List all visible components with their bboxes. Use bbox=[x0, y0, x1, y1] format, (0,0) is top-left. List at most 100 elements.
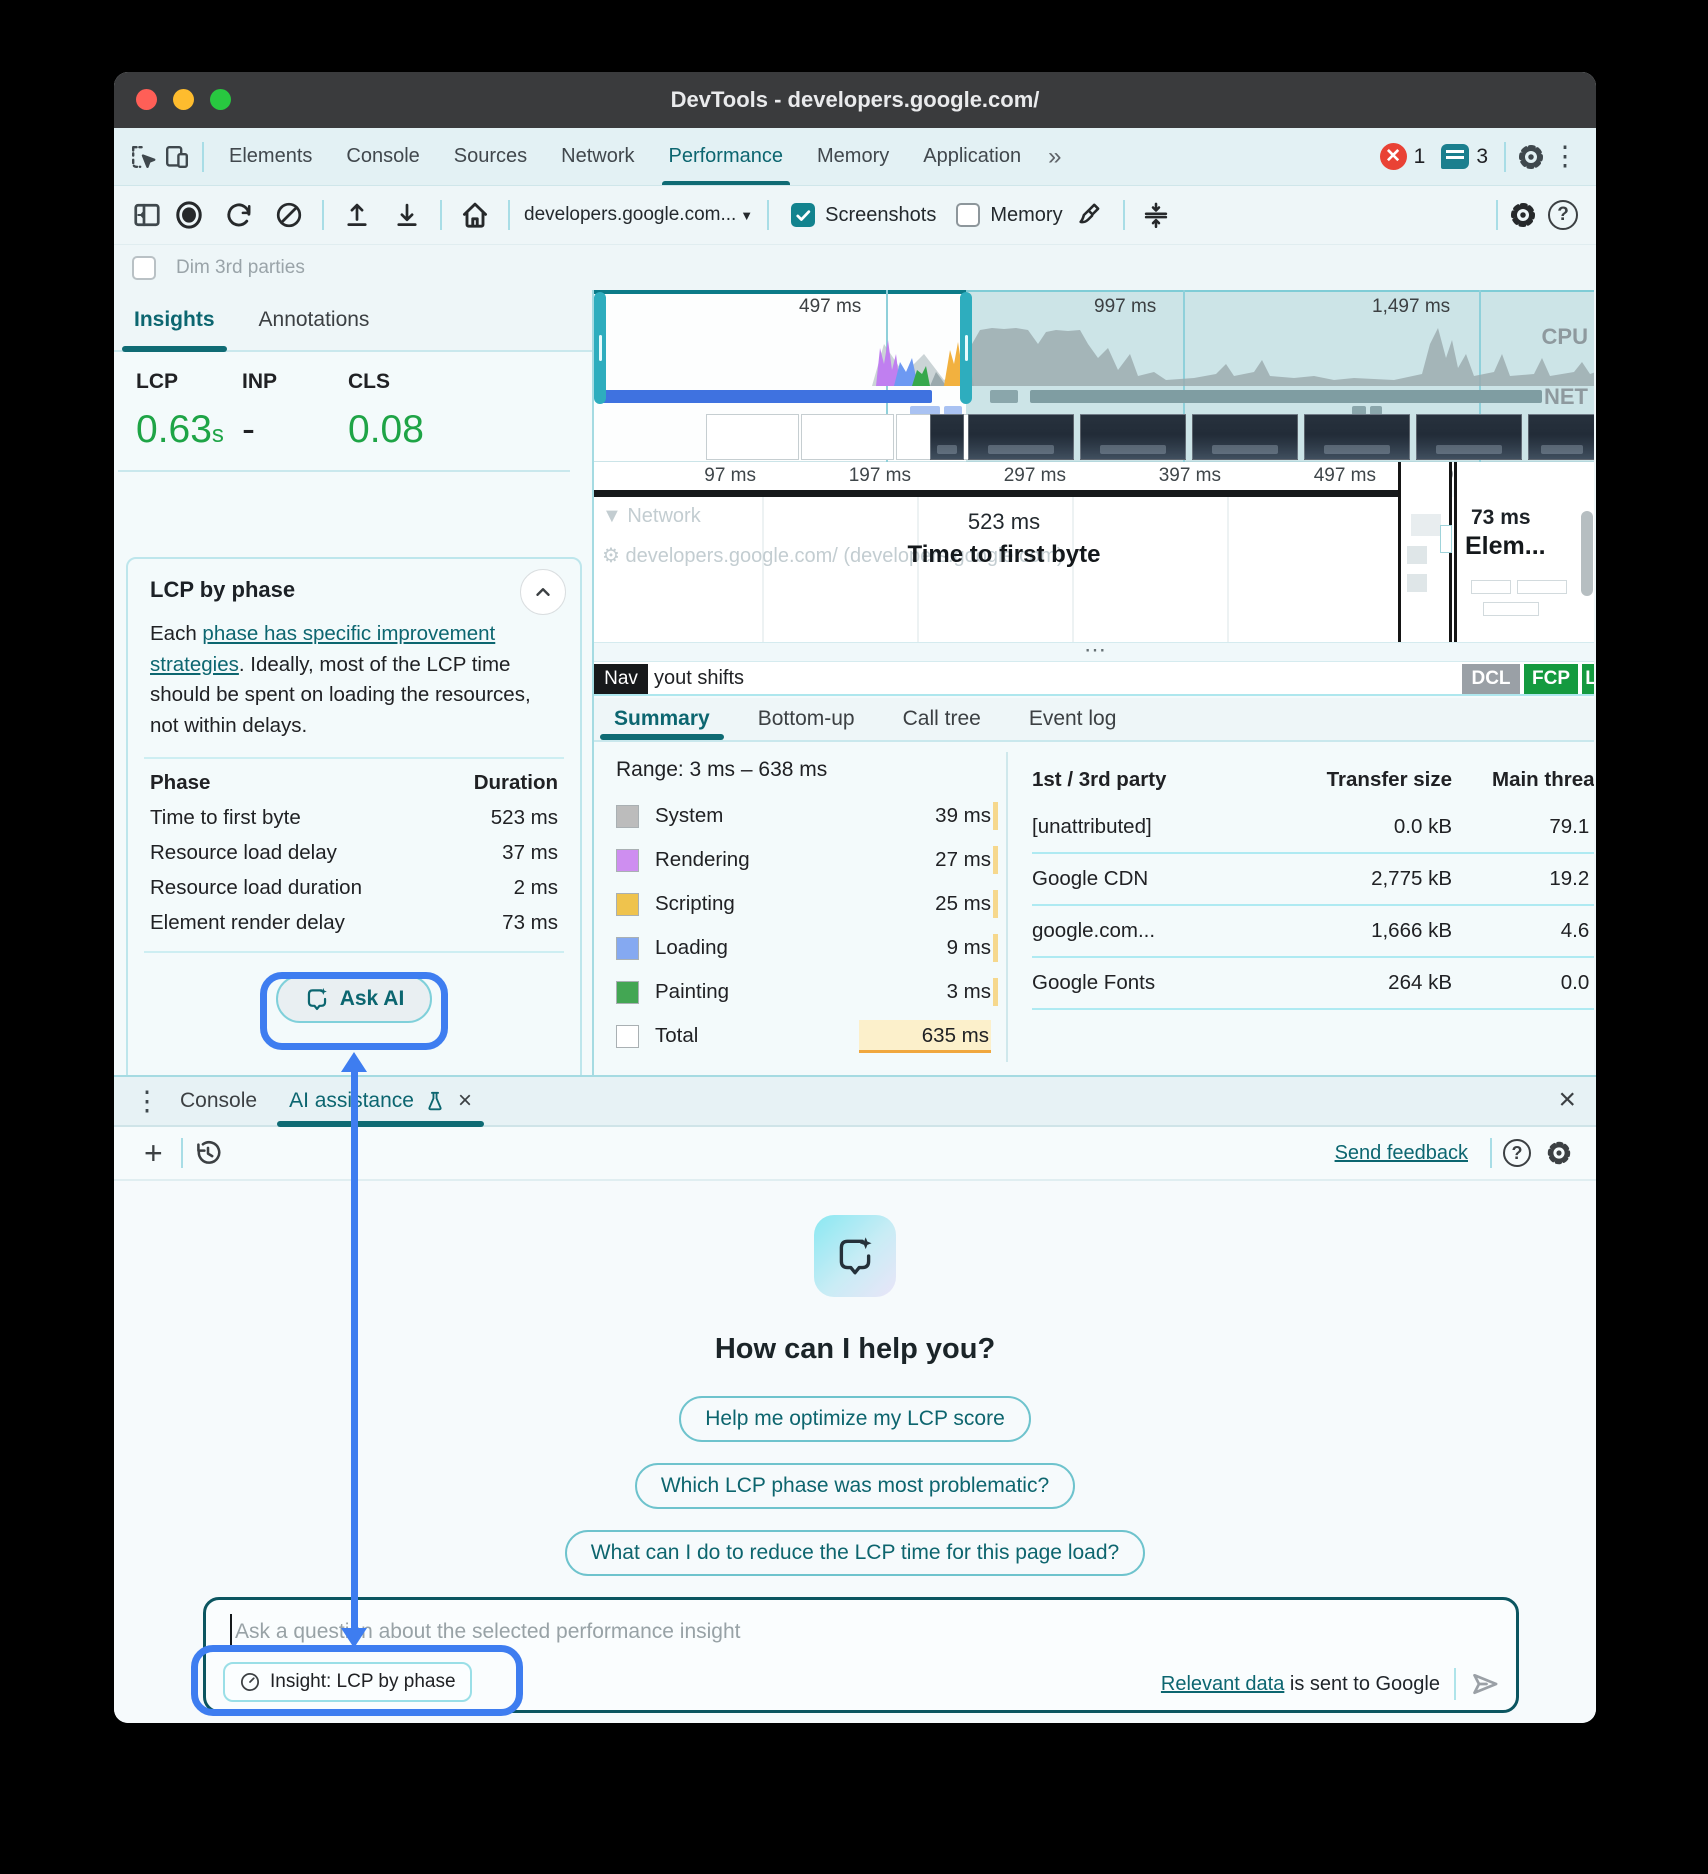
improvement-strategies-link[interactable]: phase has specific improvement strategie… bbox=[150, 622, 496, 676]
tab-performance[interactable]: Performance bbox=[652, 128, 801, 185]
close-drawer-icon[interactable]: × bbox=[1558, 1083, 1576, 1116]
insight-context-chip[interactable]: Insight: LCP by phase bbox=[223, 1662, 472, 1702]
issues-badge[interactable]: 3 bbox=[1441, 144, 1488, 169]
suggestion-chip[interactable]: Which LCP phase was most problematic? bbox=[634, 1463, 1076, 1509]
network-activity-bar bbox=[1030, 390, 1542, 403]
axis-tick: 97 ms bbox=[704, 465, 756, 486]
selection-handle-right[interactable] bbox=[960, 292, 972, 404]
screenshot-thumbnail[interactable] bbox=[1416, 414, 1522, 460]
ai-help-icon[interactable]: ? bbox=[1500, 1136, 1534, 1170]
settings-gear-icon[interactable] bbox=[1514, 140, 1548, 174]
axis-tick: 197 ms bbox=[848, 465, 911, 486]
tab-event-log[interactable]: Event log bbox=[1028, 707, 1117, 730]
screenshot-thumbnail[interactable] bbox=[930, 414, 964, 460]
screenshots-checkbox[interactable] bbox=[791, 203, 816, 227]
network-section-label[interactable]: ▼ Network bbox=[602, 505, 701, 527]
divider bbox=[1496, 200, 1498, 230]
help-icon[interactable]: ? bbox=[1546, 198, 1580, 232]
tab-sources[interactable]: Sources bbox=[453, 145, 528, 167]
screenshot-thumbnail[interactable] bbox=[801, 414, 894, 460]
collapse-card-button[interactable] bbox=[520, 569, 566, 615]
message-icon bbox=[1441, 144, 1470, 169]
col-transfer[interactable]: Transfer size bbox=[1326, 768, 1452, 791]
tab-network[interactable]: Network bbox=[561, 145, 635, 167]
tab-summary[interactable]: Summary bbox=[600, 698, 724, 740]
record-icon[interactable] bbox=[172, 198, 206, 232]
category-value: 39 ms bbox=[935, 804, 991, 827]
table-row[interactable]: [unattributed] 0.0 kB 79.1 m bbox=[1032, 802, 1594, 854]
screenshot-thumbnail[interactable] bbox=[1528, 414, 1594, 460]
dim-3rd-parties-checkbox[interactable] bbox=[132, 255, 156, 280]
minimize-window-button[interactable] bbox=[173, 89, 194, 110]
tab-bottom-up[interactable]: Bottom-up bbox=[757, 707, 855, 730]
screenshot-thumbnail[interactable] bbox=[1304, 414, 1410, 460]
scrollbar-thumb[interactable] bbox=[1581, 511, 1593, 596]
network-track[interactable]: ▼ Network ⚙ developers.google.com/ (deve… bbox=[594, 462, 1594, 642]
dock-side-icon[interactable] bbox=[130, 198, 164, 232]
suggestion-chip[interactable]: What can I do to reduce the LCP time for… bbox=[564, 1530, 1146, 1576]
clear-icon[interactable] bbox=[272, 198, 306, 232]
screenshot-thumbnail[interactable] bbox=[1080, 414, 1186, 460]
relevant-data-link[interactable]: Relevant data bbox=[1160, 1672, 1285, 1695]
download-profile-icon[interactable] bbox=[390, 198, 424, 232]
screenshot-thumbnail[interactable] bbox=[706, 414, 799, 460]
divider bbox=[1006, 752, 1008, 1062]
maximize-window-button[interactable] bbox=[210, 89, 231, 110]
close-window-button[interactable] bbox=[136, 89, 157, 110]
screenshot-thumbnail[interactable] bbox=[1192, 414, 1298, 460]
lcp-marker[interactable]: L bbox=[1582, 664, 1594, 694]
drawer-tab-bar: ⋮ Console AI assistance × × bbox=[114, 1077, 1596, 1127]
ai-settings-gear-icon[interactable] bbox=[1542, 1136, 1576, 1170]
timeline-overview[interactable]: 497 ms 997 ms 1,497 ms CPU NET bbox=[594, 290, 1594, 462]
ai-question-input[interactable] bbox=[230, 1614, 1130, 1650]
upload-profile-icon[interactable] bbox=[340, 198, 374, 232]
divider bbox=[1504, 141, 1506, 172]
table-row[interactable]: Google Fonts 264 kB 0.0 m bbox=[1032, 958, 1594, 1010]
more-tabs-icon[interactable]: » bbox=[1048, 142, 1062, 170]
drawer-kebab-menu-icon[interactable]: ⋮ bbox=[133, 1085, 161, 1116]
fcp-marker[interactable]: FCP bbox=[1524, 664, 1578, 694]
collapse-sections-icon[interactable] bbox=[1139, 198, 1173, 232]
col-main-thread[interactable]: Main thread t bbox=[1492, 768, 1594, 791]
home-icon[interactable] bbox=[458, 198, 492, 232]
category-swatch bbox=[616, 980, 639, 1004]
panel-settings-gear-icon[interactable] bbox=[1506, 198, 1540, 232]
drawer-tab-ai-assistance[interactable]: AI assistance × bbox=[273, 1077, 488, 1127]
reload-record-icon[interactable] bbox=[222, 198, 256, 232]
dcl-marker[interactable]: DCL bbox=[1462, 664, 1520, 694]
tab-application[interactable]: Application bbox=[923, 145, 1022, 167]
timeline-pane: 497 ms 997 ms 1,497 ms CPU NET bbox=[594, 290, 1594, 1075]
ask-ai-highlight-annotation bbox=[260, 972, 448, 1050]
track-resize-handle[interactable]: ⋯ bbox=[594, 639, 1594, 662]
table-row[interactable]: google.com... 1,666 kB 4.6 m bbox=[1032, 906, 1594, 958]
divider bbox=[202, 141, 204, 172]
ai-input-box[interactable]: Insight: LCP by phase Relevant data is s… bbox=[203, 1597, 1519, 1713]
send-feedback-link[interactable]: Send feedback bbox=[1334, 1141, 1468, 1164]
garbage-collect-icon[interactable] bbox=[1075, 198, 1109, 232]
tab-insights[interactable]: Insights bbox=[122, 290, 226, 352]
device-toolbar-icon[interactable] bbox=[160, 140, 194, 174]
error-badge[interactable]: ✕ 1 bbox=[1379, 143, 1425, 170]
tab-annotations[interactable]: Annotations bbox=[258, 308, 370, 331]
col-party[interactable]: 1st / 3rd party bbox=[1032, 768, 1167, 791]
suggestion-chip[interactable]: Help me optimize my LCP score bbox=[679, 1396, 1031, 1442]
send-icon[interactable] bbox=[1470, 1669, 1500, 1699]
table-row[interactable]: Google CDN 2,775 kB 19.2 m bbox=[1032, 854, 1594, 906]
network-activity-bar bbox=[990, 390, 1018, 403]
screenshot-thumbnail[interactable] bbox=[968, 414, 1074, 460]
kebab-menu-icon[interactable]: ⋮ bbox=[1551, 141, 1579, 171]
inspect-element-icon[interactable] bbox=[126, 140, 160, 174]
drawer-tab-console[interactable]: Console bbox=[180, 1089, 258, 1112]
memory-checkbox[interactable] bbox=[956, 203, 981, 227]
close-tab-icon[interactable]: × bbox=[457, 1087, 472, 1114]
selection-handle-left[interactable] bbox=[594, 292, 606, 404]
category-summary: Range: 3 ms – 638 ms System 39 ms Render… bbox=[594, 744, 1006, 1075]
tab-console[interactable]: Console bbox=[346, 145, 420, 167]
tab-elements[interactable]: Elements bbox=[229, 145, 313, 167]
tab-memory[interactable]: Memory bbox=[817, 145, 890, 167]
tab-call-tree[interactable]: Call tree bbox=[902, 707, 981, 730]
arrow-up-head bbox=[341, 1052, 367, 1072]
history-dropdown[interactable]: developers.google.com... ▼ bbox=[524, 204, 754, 225]
new-chat-icon[interactable]: + bbox=[144, 1134, 163, 1171]
history-icon[interactable] bbox=[191, 1136, 225, 1170]
